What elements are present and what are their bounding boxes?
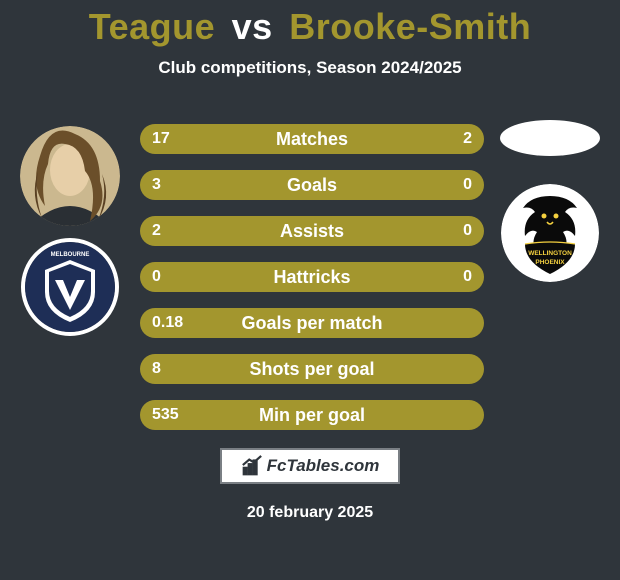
comparison-card: Teague vs Brooke-Smith Club competitions… <box>0 0 620 580</box>
stat-row: 0.18 Goals per match <box>140 308 484 338</box>
stat-value-right: 2 <box>463 130 472 148</box>
stat-value-left: 17 <box>152 130 170 148</box>
stat-row: 0 Hattricks 0 <box>140 262 484 292</box>
stat-value-left: 2 <box>152 222 161 240</box>
stat-row: 3 Goals 0 <box>140 170 484 200</box>
stat-value-left: 535 <box>152 406 179 424</box>
stat-value-left: 0.18 <box>152 314 183 332</box>
title-player1: Teague <box>89 6 215 47</box>
stat-row: 17 Matches 2 <box>140 124 484 154</box>
stat-label: Hattricks <box>273 267 350 288</box>
club1-badge: MELBOURNE <box>21 238 119 336</box>
stat-row: 8 Shots per goal <box>140 354 484 384</box>
stat-value-right: 0 <box>463 222 472 240</box>
brand-badge: FcTables.com <box>220 448 400 484</box>
stat-value-right: 0 <box>463 268 472 286</box>
stats-panel: 17 Matches 2 3 Goals 0 2 Assists 0 0 Hattricks 0 0.1… <box>140 124 484 446</box>
page-title: Teague vs Brooke-Smith <box>0 0 620 48</box>
chart-icon <box>241 455 263 477</box>
stat-label: Min per goal <box>259 405 365 426</box>
stat-label: Goals <box>287 175 337 196</box>
stat-value-left: 0 <box>152 268 161 286</box>
club2-label-2: PHOENIX <box>535 259 565 266</box>
stat-label: Shots per goal <box>249 359 374 380</box>
date-label: 20 february 2025 <box>0 504 620 522</box>
right-column: WELLINGTON PHOENIX <box>490 120 610 282</box>
stat-label: Assists <box>280 221 344 242</box>
club1-label: MELBOURNE <box>51 252 90 258</box>
stat-value-left: 3 <box>152 176 161 194</box>
title-player2: Brooke-Smith <box>289 6 531 47</box>
club2-label-1: WELLINGTON <box>528 250 572 257</box>
subtitle: Club competitions, Season 2024/2025 <box>0 58 620 78</box>
stat-value-right: 0 <box>463 176 472 194</box>
left-column: MELBOURNE <box>10 126 130 336</box>
stat-label: Matches <box>276 129 348 150</box>
player2-avatar <box>500 120 600 156</box>
stat-row: 2 Assists 0 <box>140 216 484 246</box>
stat-value-left: 8 <box>152 360 161 378</box>
brand-text: FcTables.com <box>267 456 380 476</box>
club2-badge: WELLINGTON PHOENIX <box>501 184 599 282</box>
title-vs: vs <box>232 6 273 47</box>
stat-row: 535 Min per goal <box>140 400 484 430</box>
stat-label: Goals per match <box>241 313 382 334</box>
player1-avatar <box>20 126 120 226</box>
